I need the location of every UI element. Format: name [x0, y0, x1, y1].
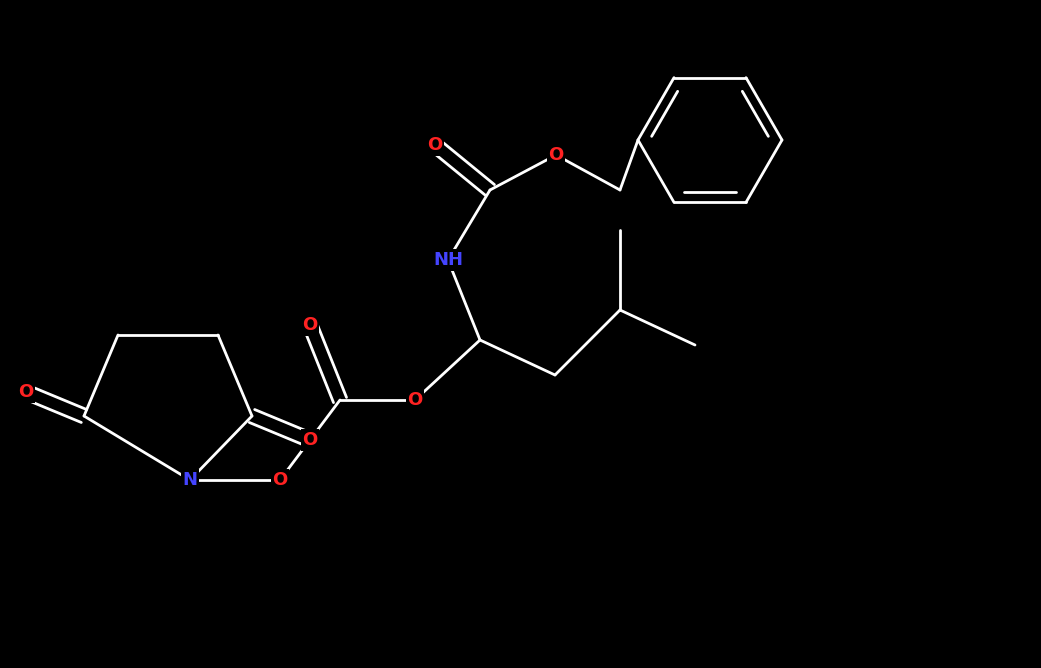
Text: N: N: [182, 471, 198, 489]
Text: O: O: [273, 471, 287, 489]
Text: O: O: [302, 316, 318, 334]
Text: O: O: [302, 431, 318, 449]
Text: O: O: [549, 146, 563, 164]
Text: O: O: [407, 391, 423, 409]
Text: O: O: [19, 383, 33, 401]
Text: NH: NH: [433, 251, 463, 269]
Text: O: O: [428, 136, 442, 154]
